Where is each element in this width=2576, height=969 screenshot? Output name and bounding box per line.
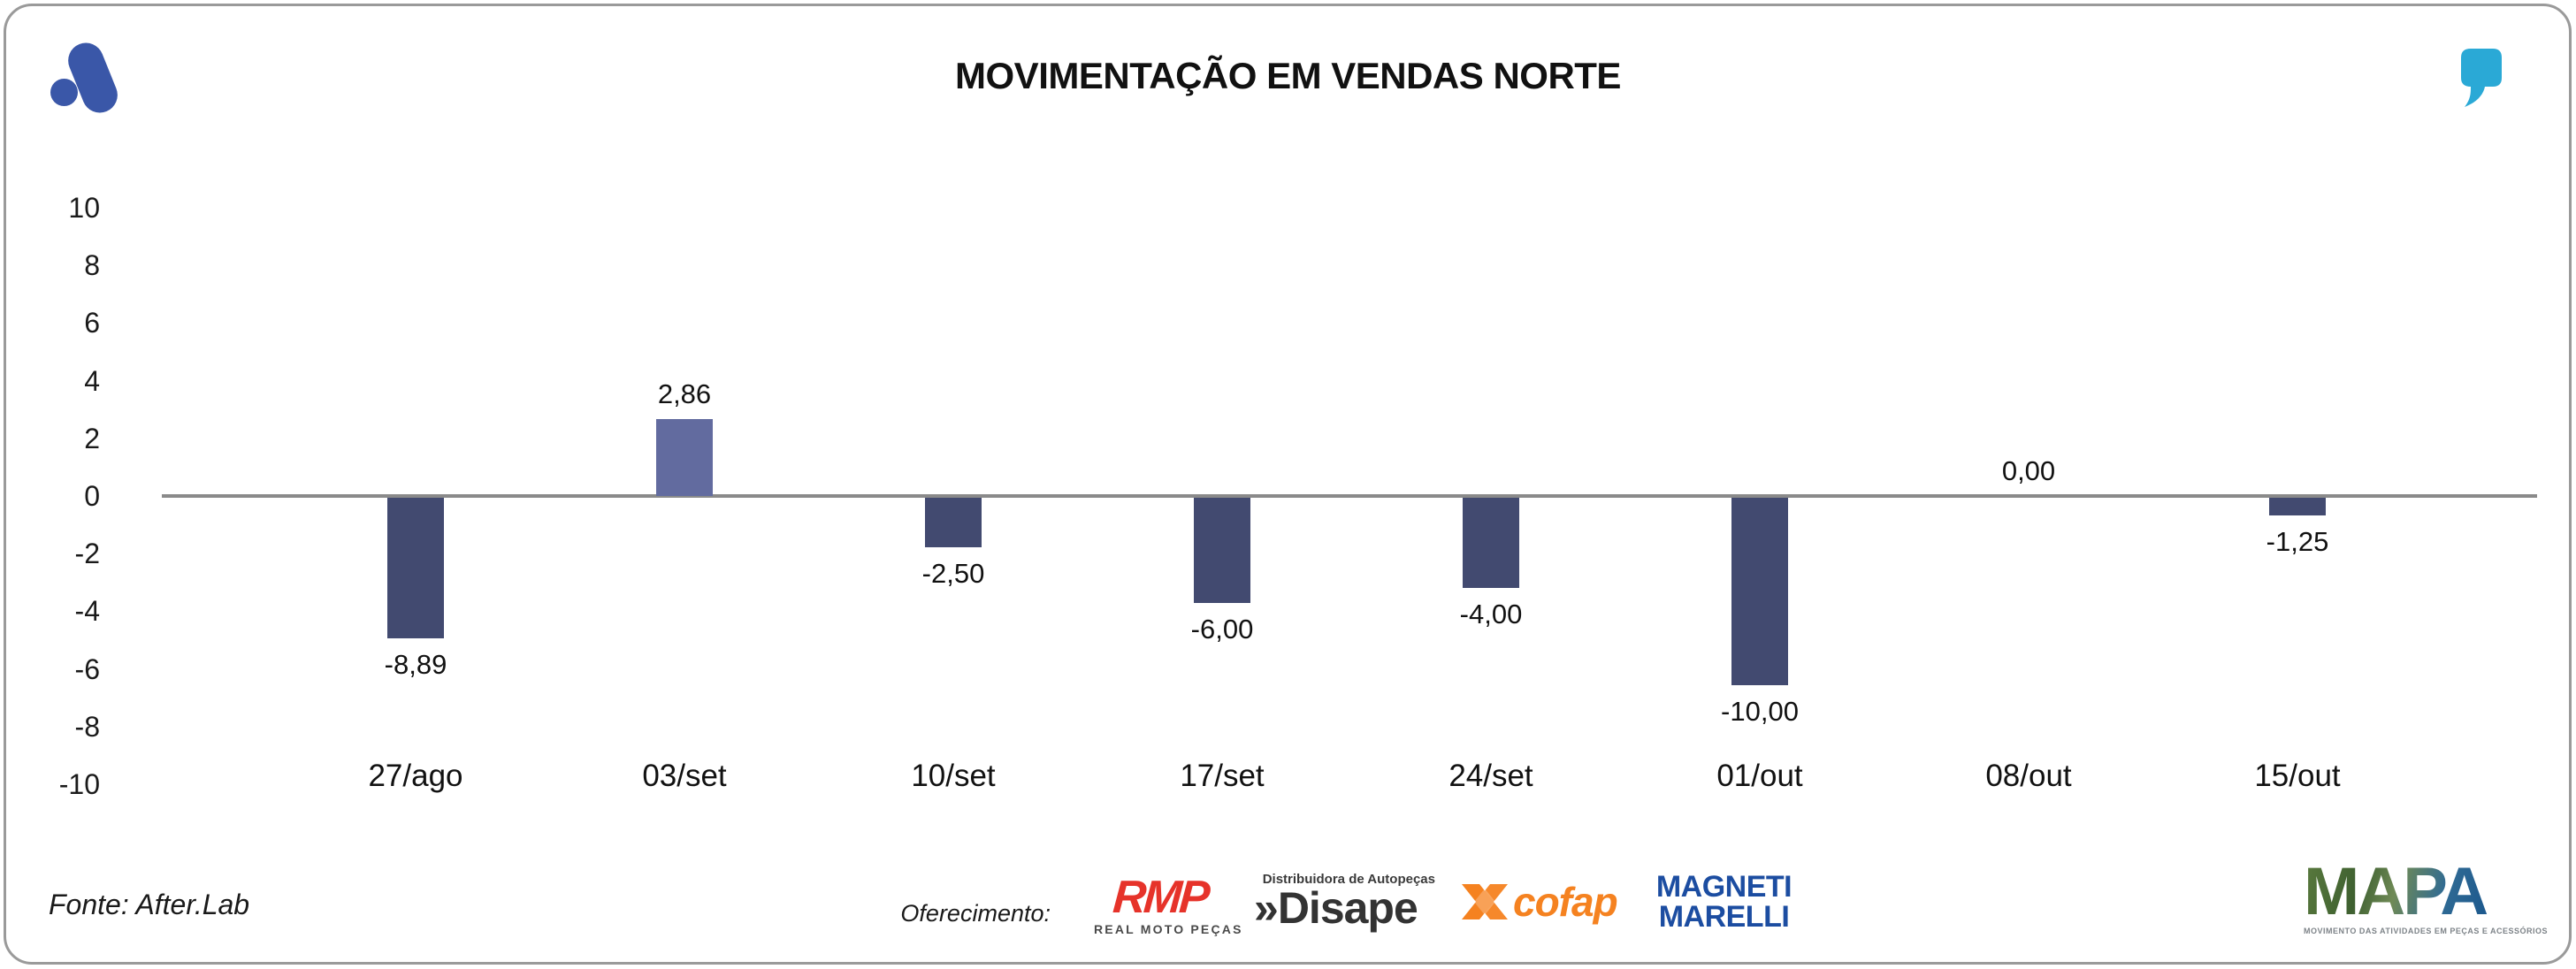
category-label-27-ago: 27/ago xyxy=(368,759,463,793)
y-tick-label: 8 xyxy=(84,249,100,282)
category-label-01-out: 01/out xyxy=(1716,759,1803,793)
cofap-logo: cofap xyxy=(1462,879,1618,925)
y-tick-label: -10 xyxy=(58,768,100,800)
bar-value-label: -2,50 xyxy=(921,558,985,589)
rmp-logo: RMP REAL MOTO PEÇAS xyxy=(1094,872,1243,936)
bar-value-label: -1,25 xyxy=(2266,526,2329,557)
bar-24-set xyxy=(1463,498,1519,588)
bar-value-label: -4,00 xyxy=(1459,599,1523,629)
y-tick-label: -2 xyxy=(74,538,100,570)
chart-title: MOVIMENTAÇÃO EM VENDAS NORTE xyxy=(955,55,1621,96)
source-note: Fonte: After.Lab xyxy=(49,889,250,920)
category-label-24-set: 24/set xyxy=(1449,759,1533,793)
disape-logo-tagline: Distribuidora de Autopeças xyxy=(1262,872,1435,887)
sponsorship-label: Oferecimento: xyxy=(900,900,1051,927)
category-label-15-out: 15/out xyxy=(2254,759,2341,793)
bar-value-label: -10,00 xyxy=(1721,696,1799,727)
bar-03-set xyxy=(656,419,713,496)
cofap-chevron-icon xyxy=(1462,884,1508,919)
mapa-logo-text: MAPA xyxy=(2304,858,2507,926)
y-tick-label: 10 xyxy=(68,192,100,224)
y-tick-label: -4 xyxy=(74,595,100,628)
y-tick-label: -8 xyxy=(74,710,100,743)
bar-10-set xyxy=(925,498,982,547)
rmp-logo-subtitle: REAL MOTO PEÇAS xyxy=(1094,922,1243,936)
bar-15-out xyxy=(2269,498,2326,515)
card-border xyxy=(4,4,2572,965)
quote-icon xyxy=(2461,49,2502,107)
disape-logo-text: »Disape xyxy=(1254,882,1418,934)
afterlab-logo-icon xyxy=(49,37,128,121)
bar-01-out xyxy=(1731,498,1788,685)
bar-27-ago xyxy=(387,498,444,638)
disape-chevrons: » xyxy=(1254,883,1279,933)
category-label-17-set: 17/set xyxy=(1180,759,1265,793)
magneti-logo-line2: MARELLI xyxy=(1658,900,1790,934)
mapa-logo: MAPA MOVIMENTO DAS ATIVIDADES EM PEÇAS E… xyxy=(2304,858,2549,936)
bar-value-label: 0,00 xyxy=(2001,455,2056,486)
magneti-marelli-logo: MAGNETI MARELLI xyxy=(1655,872,1792,932)
category-label-10-set: 10/set xyxy=(911,759,996,793)
category-label-03-set: 03/set xyxy=(642,759,727,793)
y-tick-label: 4 xyxy=(84,364,100,397)
afterlab-logo-dot xyxy=(50,79,78,106)
y-tick-label: 2 xyxy=(84,422,100,454)
bar-value-label: -6,00 xyxy=(1190,614,1254,645)
bar-17-set xyxy=(1194,498,1250,603)
disape-logo: Distribuidora de Autopeças »Disape xyxy=(1254,872,1435,947)
bar-value-label: -8,89 xyxy=(384,649,447,680)
mapa-logo-subtitle: MOVIMENTO DAS ATIVIDADES EM PEÇAS E ACES… xyxy=(2304,927,2549,935)
rmp-logo-text: RMP xyxy=(1111,872,1210,923)
cofap-logo-text: cofap xyxy=(1513,879,1618,925)
disape-name: Disape xyxy=(1277,883,1418,933)
y-tick-label: 0 xyxy=(84,480,100,512)
zero-baseline xyxy=(162,494,2537,498)
y-tick-label: 6 xyxy=(84,307,100,340)
category-label-08-out: 08/out xyxy=(1985,759,2072,793)
y-tick-label: -6 xyxy=(74,652,100,685)
magneti-logo-line1: MAGNETI xyxy=(1655,870,1792,904)
bar-value-label: 2,86 xyxy=(657,378,712,409)
